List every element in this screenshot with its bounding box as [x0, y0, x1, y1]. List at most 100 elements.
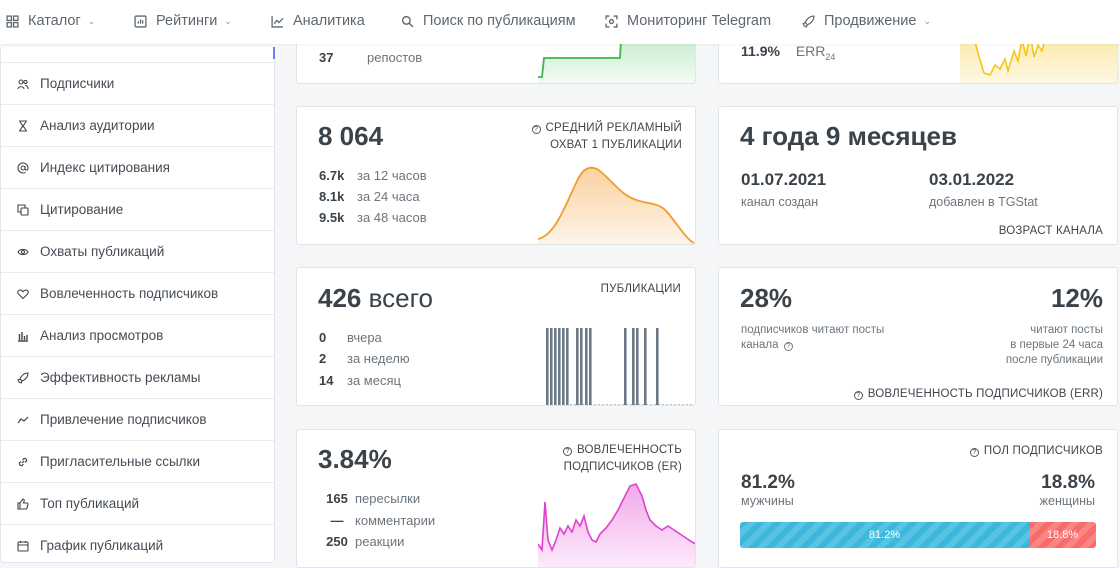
female-label: женщины [1039, 494, 1095, 508]
sidebar-item-label: Анализ аудитории [40, 118, 155, 133]
gender-bar-male: 81.2% [740, 522, 1030, 548]
reach-row-48h: 9.5k за 48 часов [319, 210, 427, 225]
nav-catalog-label: Каталог [28, 13, 81, 29]
er-forwards-label: пересылки [355, 491, 421, 506]
err-left-label-line1: подписчиков читают посты [741, 324, 885, 336]
gender-card: ? ПОЛ ПОДПИСЧИКОВ 81.2% мужчины 18.8% жен… [718, 429, 1118, 568]
er-forwards-value: 165 [326, 491, 348, 506]
heart-icon [16, 287, 29, 300]
err-title-text: ВОВЛЕЧЕННОСТЬ ПОДПИСЧИКОВ (ERR) [867, 388, 1103, 400]
er-title-line1: ? ВОВЛЕЧЕННОСТЬ [563, 442, 682, 459]
er-row-reactions: 250 реакции [319, 534, 404, 549]
sidebar-item-subscribers[interactable]: Подписчики [1, 62, 274, 104]
sidebar-item-label: Привлечение подписчиков [40, 412, 207, 427]
posts-card: 426 всего ПУБЛИКАЦИИ 0 вчера 2 за неделю… [296, 267, 696, 406]
sidebar-item-post-schedule[interactable]: График публикаций [1, 524, 274, 566]
nav-promotion[interactable]: Продвижение ⌄ [801, 13, 931, 29]
monitor-icon [604, 14, 618, 28]
channel-age-value: 4 года 9 месяцев [740, 121, 957, 151]
er-chart [538, 483, 695, 567]
er-chart-area [538, 484, 695, 567]
ad-reach-title-line2: ОХВАТ 1 ПУБЛИКАЦИИ [550, 139, 682, 151]
reach-12h-value: 6.7k [319, 168, 345, 183]
top-navigation: Каталог ⌄ Рейтинги ⌄ Аналитика Поиск по … [0, 0, 1120, 44]
at-icon [16, 161, 29, 174]
reach-row-12h: 6.7k за 12 часов [319, 168, 427, 183]
chevron-down-icon: ⌄ [224, 15, 232, 26]
posts-month-label: за месяц [347, 373, 401, 388]
nav-search-posts[interactable]: Поиск по публикациям [400, 13, 576, 29]
posts-bar [566, 328, 569, 405]
copy-icon [16, 203, 29, 216]
nav-ratings[interactable]: Рейтинги ⌄ [133, 13, 232, 29]
posts-week-label: за неделю [347, 351, 410, 366]
help-icon[interactable]: ? [563, 447, 573, 456]
sidebar-item-label: Охваты публикаций [40, 244, 165, 259]
sidebar-item-label: Топ публикаций [40, 496, 140, 511]
line-chart-icon [270, 14, 284, 28]
posts-bar [550, 328, 553, 405]
ad-reach-card: 8 064 ? СРЕДНИЙ РЕКЛАМНЫЙ ОХВАТ 1 ПУБЛИКА… [296, 106, 696, 245]
sidebar-item-citations[interactable]: Цитирование [1, 188, 274, 230]
er-reactions-value: 250 [326, 534, 348, 549]
er-comments-value: — [330, 513, 344, 528]
channel-age-title: ВОЗРАСТ КАНАЛА [998, 225, 1103, 237]
reach-48h-value: 9.5k [319, 210, 345, 225]
posts-bar [554, 328, 557, 405]
thumbs-up-icon [16, 497, 29, 510]
male-value: 81.2% [741, 472, 795, 493]
err-left-label-line2: канала ? [741, 338, 884, 353]
er-title: ? ВОВЛЕЧЕННОСТЬ ПОДПИСЧИКОВ (ER) [563, 442, 682, 476]
err-right-label-line1: читают посты [1030, 324, 1103, 336]
posts-chart [546, 328, 694, 405]
posts-row-month: 14 за месяц [319, 373, 401, 388]
sidebar-item-citation-index[interactable]: Индекс цитирования [1, 146, 274, 188]
help-icon[interactable]: ? [783, 342, 793, 351]
err-right-label-line3: после публикации [1005, 354, 1103, 366]
search-icon [400, 14, 414, 28]
sidebar-item-top-posts[interactable]: Топ публикаций [1, 482, 274, 524]
reposts-value: 37 [319, 50, 334, 65]
er-row-forwards: 165 пересылки [319, 491, 420, 506]
channel-created-label: канал создан [741, 195, 819, 209]
posts-bar [632, 328, 635, 405]
posts-week-value: 2 [319, 351, 327, 366]
er-card: 3.84% ? ВОВЛЕЧЕННОСТЬ ПОДПИСЧИКОВ (ER) 16… [296, 429, 696, 568]
hourglass-icon [16, 119, 29, 132]
sidebar-item-label: Вовлеченность подписчиков [40, 286, 219, 301]
sidebar-item-reach[interactable]: Охваты публикаций [1, 230, 274, 272]
posts-bar [585, 328, 588, 405]
channel-added-date: 03.01.2022 [929, 170, 1015, 189]
posts-bar [624, 328, 627, 405]
sidebar-item-invite-links[interactable]: Пригласительные ссылки [1, 440, 274, 482]
sidebar-item-ad-efficiency[interactable]: Эффективность рекламы [1, 356, 274, 398]
nav-catalog[interactable]: Каталог ⌄ [5, 13, 95, 29]
sidebar-item-views-analysis[interactable]: Анализ просмотров [1, 314, 274, 356]
help-icon[interactable]: ? [531, 125, 541, 134]
sidebar-item-label: График публикаций [40, 538, 164, 553]
er-reactions-label: реакции [355, 534, 405, 549]
users-icon [16, 77, 29, 90]
posts-bar [580, 328, 583, 405]
er-title-line2: ПОДПИСЧИКОВ (ER) [563, 461, 682, 473]
nav-monitoring[interactable]: Мониторинг Telegram [604, 13, 771, 29]
gender-title-text: ПОЛ ПОДПИСЧИКОВ [983, 445, 1103, 457]
help-icon[interactable]: ? [969, 448, 979, 457]
sidebar-item-subscriber-growth[interactable]: Привлечение подписчиков [1, 398, 274, 440]
err-right-label: читают посты в первые 24 часа после публ… [1006, 323, 1103, 368]
err24-label: ERR [795, 43, 826, 59]
posts-bar [589, 328, 592, 405]
bar-chart-icon [16, 329, 29, 342]
nav-analytics[interactable]: Аналитика [270, 13, 365, 29]
sidebar-item-audience[interactable]: Анализ аудитории [1, 104, 274, 146]
reach-48h-label: за 48 часов [357, 210, 427, 225]
rating-icon [133, 14, 147, 28]
er-row-comments: — комментарии [319, 513, 436, 528]
chevron-down-icon: ⌄ [87, 15, 96, 26]
nav-monitoring-label: Мониторинг Telegram [627, 13, 772, 29]
rocket-icon [16, 371, 29, 384]
reach-24h-label: за 24 часа [357, 189, 420, 204]
reach-12h-label: за 12 часов [357, 168, 427, 183]
help-icon[interactable]: ? [853, 391, 863, 400]
sidebar-item-engagement[interactable]: Вовлеченность подписчиков [1, 272, 274, 314]
